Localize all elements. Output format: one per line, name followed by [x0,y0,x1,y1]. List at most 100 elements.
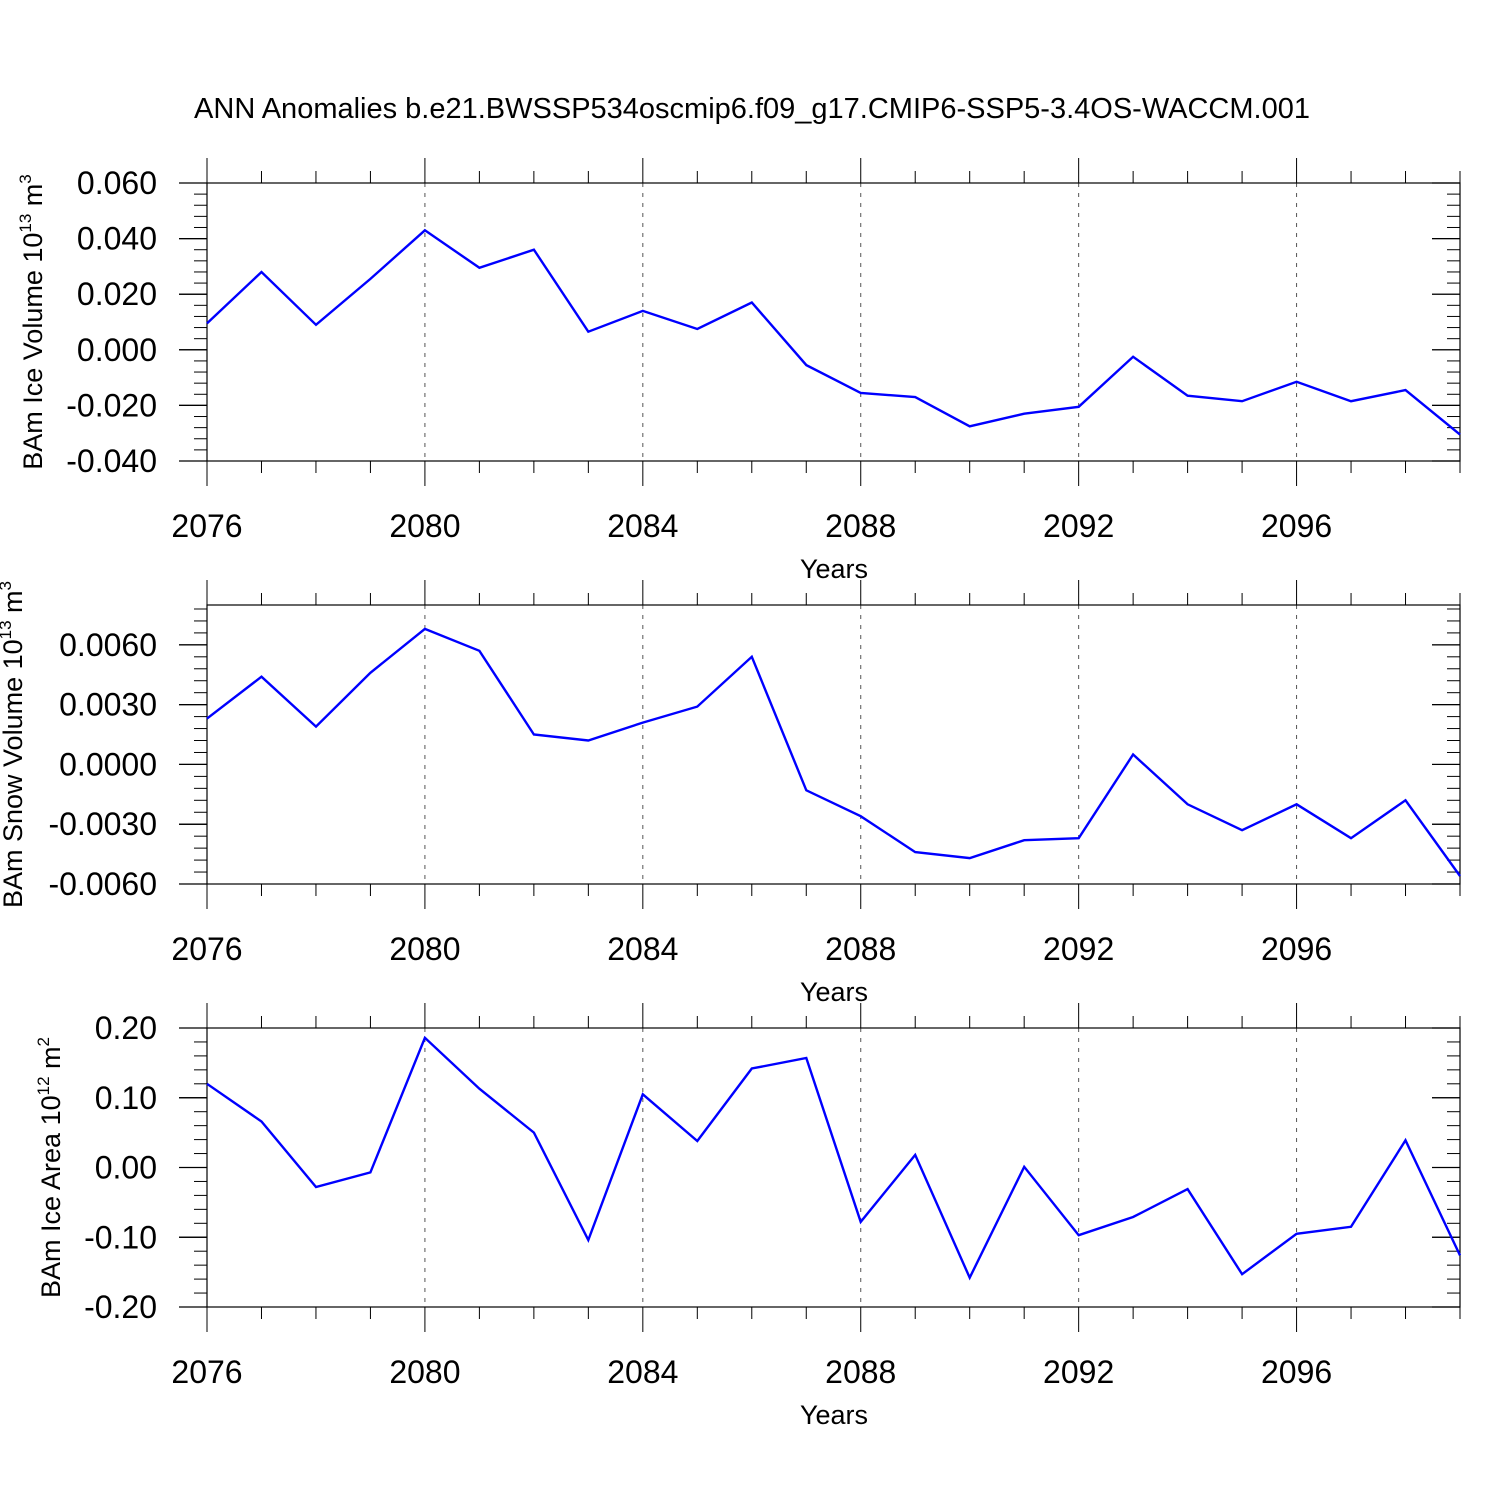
ice-area-y-tick-label: -0.20 [84,1289,157,1325]
ice-volume-data-point [478,267,480,269]
ice-volume-data-point [533,249,535,251]
ice-area-plot-frame [206,1027,1461,1308]
snow-volume-data-point [206,717,208,719]
ice-area-data-point [1295,1233,1297,1235]
snow-volume-y-tick-label: 0.0000 [59,746,157,782]
snow-volume-x-tick-label: 2088 [825,931,896,967]
ice-volume-data-point [642,310,644,312]
ice-volume-y-tick-label: 0.020 [77,276,157,312]
ice-area-data-point [1459,1254,1461,1256]
snow-volume-data-point [1023,839,1025,841]
snow-volume-y-tick-label: 0.0060 [59,627,157,663]
ice-volume-data-point [968,425,970,427]
ice-volume-data-point [1350,400,1352,402]
snow-volume-data-point [587,739,589,741]
ice-area-data-point [860,1221,862,1223]
ice-area-data-point [805,1057,807,1059]
ice-area-y-tick-label: -0.10 [84,1219,157,1255]
snow-volume-x-tick-label: 2096 [1261,931,1332,967]
ice-area-data-point [587,1239,589,1241]
ice-area-data-point [642,1093,644,1095]
snow-volume-data-point [260,676,262,678]
ice-area-x-tick-label: 2088 [825,1354,896,1390]
ice-area-data-point [424,1037,426,1039]
snow-volume-data-point [1295,803,1297,805]
ice-area-data-point [751,1067,753,1069]
ice-area-x-tick-label: 2092 [1043,1354,1114,1390]
ice-area-data-point [1077,1234,1079,1236]
snow-volume-data-point [1350,837,1352,839]
ice-volume-data-point [1077,406,1079,408]
snow-volume-y-tick-label: 0.0030 [59,687,157,723]
ice-volume-data-point [260,271,262,273]
snow-volume-plot-frame [206,604,1461,885]
ice-volume-data-point [369,278,371,280]
snow-volume-data-point [642,721,644,723]
ice-area-data-point [315,1186,317,1188]
ice-volume-y-tick-label: 0.060 [77,165,157,201]
snow-volume-x-tick-label: 2080 [389,931,460,967]
ice-volume-y-tick-label: -0.040 [66,443,157,479]
snow-volume-data-point [914,851,916,853]
ice-volume-x-tick-label: 2088 [825,508,896,544]
snow-volume-data-point [1459,875,1461,877]
ice-area-data-point [1186,1188,1188,1190]
ice-volume-data-point [860,392,862,394]
ice-volume-data-point [206,322,208,324]
ice-volume-data-point [1241,400,1243,402]
snow-volume-x-axis-title: Years [800,977,868,1007]
ice-area-data-point [1404,1139,1406,1141]
snow-volume-data-point [968,857,970,859]
ice-area-y-tick-label: 0.00 [95,1150,157,1186]
ice-area-x-tick-label: 2080 [389,1354,460,1390]
ice-volume-y-tick-label: -0.020 [66,387,157,423]
ice-volume-data-point [424,229,426,231]
snow-volume-data-point [1186,803,1188,805]
ice-volume-data-point [805,364,807,366]
ice-volume-x-tick-label: 2084 [607,508,678,544]
snow-volume-panel: 2076 2080 2084 2088 2092 2096 Years -0.0060 -0.0… [0,580,1461,1007]
snow-volume-y-axis-title: BAm Snow Volume 1013 m3 [0,581,28,908]
ice-area-panel: 2076 2080 2084 2088 2092 2096 Years -0.20 -0.10 0… [34,1003,1462,1430]
ice-area-data-point [1132,1216,1134,1218]
ice-area-data-point [478,1087,480,1089]
ice-area-data-point [914,1154,916,1156]
ice-area-y-axis-title: BAm Ice Area 1012 m2 [34,1037,66,1298]
snow-volume-y-tick-label: -0.0060 [48,866,157,902]
snow-volume-data-point [424,628,426,630]
ice-volume-x-tick-label: 2092 [1043,508,1114,544]
ice-area-data-point [1350,1226,1352,1228]
ice-area-data-point [260,1120,262,1122]
ice-area-data-point [369,1171,371,1173]
snow-volume-data-point [696,705,698,707]
ice-area-y-tick-label: 0.20 [95,1010,157,1046]
ice-volume-data-point [1023,413,1025,415]
ice-volume-y-axis-title: BAm Ice Volume 1013 m3 [16,174,48,470]
ice-area-x-tick-label: 2076 [171,1354,242,1390]
snow-volume-data-point [805,789,807,791]
snow-volume-series-line [206,627,1461,877]
ice-volume-data-point [1132,356,1134,358]
snow-volume-data-point [860,815,862,817]
ice-area-x-tick-label: 2096 [1261,1354,1332,1390]
snow-volume-data-point [1132,753,1134,755]
ice-volume-y-tick-label: 0.000 [77,332,157,368]
snow-volume-x-tick-label: 2092 [1043,931,1114,967]
ice-area-data-point [533,1131,535,1133]
ice-volume-y-tick-label: 0.040 [77,221,157,257]
snow-volume-data-point [1241,829,1243,831]
ice-area-x-tick-label: 2084 [607,1354,678,1390]
snow-volume-x-tick-label: 2076 [171,931,242,967]
ice-area-data-point [1023,1166,1025,1168]
ice-volume-data-point [914,396,916,398]
snow-volume-data-point [751,656,753,658]
ice-volume-x-axis-title: Years [800,554,868,584]
ice-volume-plot-frame [206,182,1461,462]
snow-volume-x-tick-label: 2084 [607,931,678,967]
ice-area-data-point [968,1277,970,1279]
ice-area-x-axis-title: Years [800,1400,868,1430]
ice-volume-data-point [696,328,698,330]
ice-volume-data-point [1459,433,1461,435]
ice-volume-x-tick-label: 2076 [171,508,242,544]
